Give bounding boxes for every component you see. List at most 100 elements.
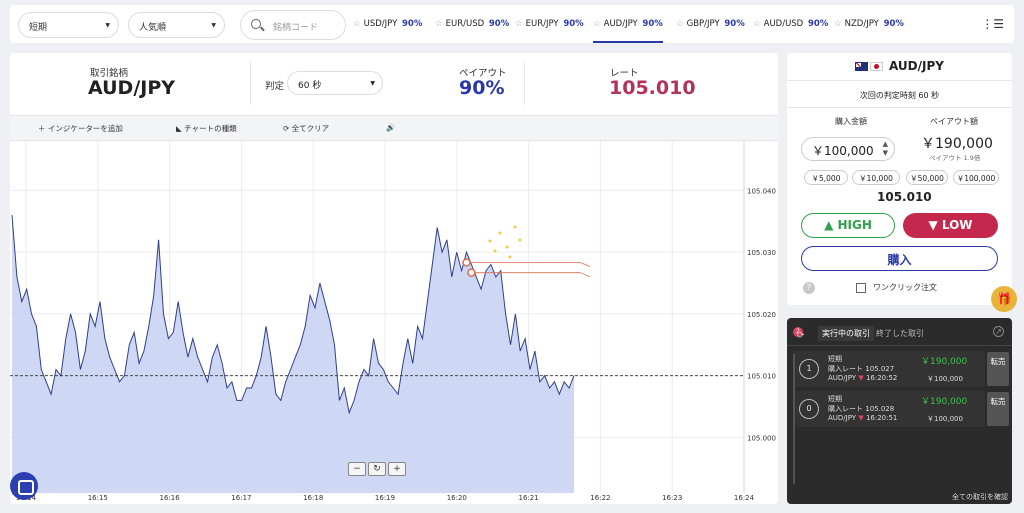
chat-icon[interactable] — [10, 472, 38, 500]
zoom-in-button[interactable]: + — [388, 462, 406, 476]
tab-eur-usd[interactable]: ☆ EUR/USD 90% — [435, 5, 509, 43]
tab-aud-jpy[interactable]: ☆ AUD/JPY 90% — [593, 5, 663, 43]
zoom-out-button[interactable]: − — [348, 462, 366, 476]
payout-multiplier: ペイアウト 1.9倍 — [929, 154, 981, 162]
star-icon[interactable]: ☆ — [834, 19, 842, 29]
search-icon — [251, 19, 261, 29]
payout-value: 90% — [459, 77, 505, 99]
trade-rate-row: 購入レート 105.027 — [828, 365, 895, 373]
gift-icon[interactable]: 🎁 — [991, 286, 1017, 312]
flag-au-icon — [855, 62, 869, 71]
scrollbar[interactable] — [793, 354, 795, 484]
clear-all-button[interactable]: ⟳ 全てクリア — [283, 124, 330, 133]
sparkle-mark — [513, 225, 517, 229]
x-tick-label: 16:24 — [734, 494, 755, 502]
external-link-icon[interactable]: ↗ — [993, 326, 1004, 337]
star-icon[interactable]: ☆ — [593, 19, 601, 29]
sparkle-mark — [488, 239, 492, 243]
star-icon[interactable]: ☆ — [676, 19, 684, 29]
tab-pair: NZD/JPY — [844, 19, 879, 29]
x-tick-label: 16:16 — [160, 494, 181, 502]
rate-value: 105.010 — [609, 77, 696, 99]
see-all-trades-link[interactable]: 全ての取引を確認 — [952, 493, 1008, 501]
star-icon[interactable]: ☆ — [435, 19, 443, 29]
tab-aud-usd[interactable]: ☆ AUD/USD 90% — [753, 5, 828, 43]
trades-tabs: 2 ⟳ 実行中の取引 終了した取引 ↗ — [787, 318, 1012, 346]
sort-select[interactable]: 人気順 ▼ — [128, 12, 225, 38]
term-select[interactable]: 短期 ▼ — [18, 12, 119, 38]
tab-pair: USD/JPY — [363, 19, 398, 29]
low-button[interactable]: ▼ LOW — [903, 213, 998, 238]
trade-row[interactable]: 0 短期 購入レート 105.028 AUD/JPY ▼ 16:20:51 ￥190,0… — [793, 391, 985, 427]
payout-amount-value: ￥190,000 — [921, 136, 993, 152]
buy-button[interactable]: 購入 — [801, 246, 998, 271]
trade-pair-row: AUD/JPY ▼ 16:20:52 — [828, 374, 898, 382]
tab-payout: 90% — [883, 19, 904, 29]
trade-number: 0 — [799, 399, 819, 419]
symbol-info: 取引銘柄 AUD/JPY 判定 60 秒 ▼ ペイアウト 90% レート 105.… — [10, 53, 778, 113]
chevron-down-icon: ▼ — [211, 22, 216, 29]
add-indicator-button[interactable]: ＋ インジケーターを追加 — [38, 124, 123, 133]
x-tick-label: 16:20 — [447, 494, 467, 502]
quick-amount-chip[interactable]: ￥10,000 — [852, 170, 900, 185]
payout-amount-label: ペイアウト額 — [930, 117, 978, 126]
trade-entry-line — [579, 262, 591, 267]
judge-select[interactable]: 60 秒 ▼ — [287, 71, 383, 95]
tab-payout: 90% — [563, 19, 584, 29]
symbol-label: 取引銘柄 — [90, 68, 129, 79]
resell-button[interactable]: 転売 — [987, 352, 1009, 386]
trade-amount: ￥100,000 — [927, 375, 963, 383]
star-icon[interactable]: ☆ — [353, 19, 361, 29]
chevron-down-icon: ▼ — [105, 22, 110, 29]
y-tick-label: 105.010 — [747, 373, 776, 381]
tab-pair: AUD/JPY — [603, 19, 638, 29]
tab-nzd-jpy[interactable]: ☆ NZD/JPY 90% — [834, 5, 904, 43]
resell-button[interactable]: 転売 — [987, 392, 1009, 426]
trade-type: 短期 — [828, 395, 842, 403]
x-tick-label: 16:22 — [590, 494, 610, 502]
chart-type-button[interactable]: ◣ チャートの種類 — [176, 124, 237, 133]
help-icon[interactable]: ? — [803, 282, 815, 294]
quick-amount-chip[interactable]: ￥100,000 — [953, 170, 999, 185]
arrow-down-icon: ▼ — [858, 374, 864, 382]
tab-usd-jpy[interactable]: ☆ USD/JPY 90% — [353, 5, 422, 43]
tab-closed-trades[interactable]: 終了した取引 — [876, 329, 924, 338]
sparkle-mark — [498, 231, 502, 235]
sound-icon[interactable]: 🔊 — [386, 123, 396, 132]
price-chart[interactable]: 105.040105.030105.020105.010105.00016:14… — [10, 141, 778, 504]
x-tick-label: 16:21 — [519, 494, 539, 502]
trade-row[interactable]: 1 短期 購入レート 105.027 AUD/JPY ▼ 16:20:52 ￥190,0… — [793, 351, 985, 387]
trades-count-badge: 2 — [793, 327, 803, 337]
trade-rate-row: 購入レート 105.028 — [828, 405, 895, 413]
tab-payout: 90% — [642, 19, 663, 29]
quick-amount-chip[interactable]: ￥5,000 — [804, 170, 848, 185]
tab-active-trades[interactable]: 実行中の取引 — [818, 326, 874, 341]
trade-pair-row: AUD/JPY ▼ 16:20:51 — [828, 414, 898, 422]
tab-gbp-jpy[interactable]: ☆ GBP/JPY 90% — [676, 5, 745, 43]
tab-eur-jpy[interactable]: ☆ EUR/JPY 90% — [515, 5, 584, 43]
zoom-reset-button[interactable]: ↻ — [368, 462, 386, 476]
chart-panel: 取引銘柄 AUD/JPY 判定 60 秒 ▼ ペイアウト 90% レート 105.… — [10, 53, 778, 504]
sparkle-mark — [505, 245, 509, 249]
trades-panel: 2 ⟳ 実行中の取引 終了した取引 ↗ 1 短期 購入レート 105.027 AUD/… — [787, 318, 1012, 504]
x-tick-label: 16:23 — [662, 494, 682, 502]
trade-amount: ￥100,000 — [927, 415, 963, 423]
quick-amount-chip[interactable]: ￥50,000 — [906, 170, 948, 185]
sync-icon: ⟳ — [797, 331, 805, 341]
chart-toolbar: ＋ インジケーターを追加 ◣ チャートの種類 ⟳ 全てクリア 🔊 — [10, 115, 778, 141]
order-panel: AUD/JPY 次回の判定時刻 60 秒 購入金額 ペイアウト額 ￥100,00… — [787, 53, 1012, 305]
judge-label: 判定 — [265, 81, 285, 92]
menu-icon[interactable]: ⋮☰ — [981, 17, 1004, 31]
price-area — [12, 215, 574, 493]
amount-input[interactable]: ￥100,000 ▲ ▼ — [801, 137, 895, 161]
plus-icon: ＋ — [38, 124, 48, 133]
one-click-checkbox[interactable] — [856, 283, 866, 293]
trade-type: 短期 — [828, 355, 842, 363]
star-icon[interactable]: ☆ — [515, 19, 523, 29]
search-input[interactable]: 銘柄コード — [240, 10, 346, 40]
stepper-icon[interactable]: ▲ ▼ — [882, 140, 888, 157]
high-button[interactable]: ▲ HIGH — [801, 213, 895, 238]
star-icon[interactable]: ☆ — [753, 19, 761, 29]
triangle-down-icon: ▼ — [928, 218, 942, 232]
y-tick-label: 105.000 — [747, 434, 776, 442]
